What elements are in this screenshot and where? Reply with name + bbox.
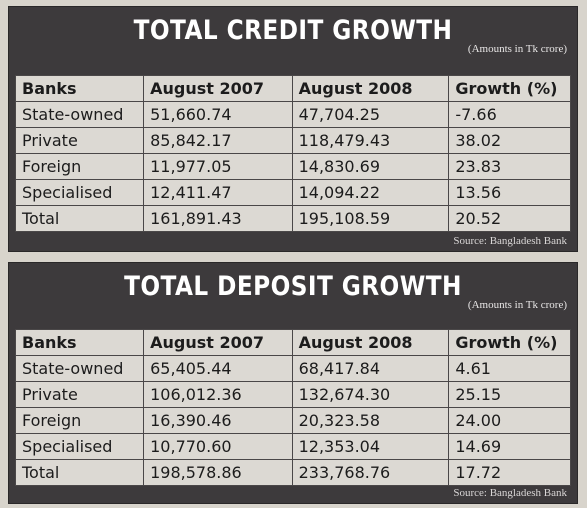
table-row: Total 161,891.43 195,108.59 20.52 (14, 205, 571, 232)
aug-2008-cell: 20,323.58 (291, 407, 450, 434)
bank-name-cell: Foreign (14, 153, 145, 180)
deposit-header-growth: Growth (%) (448, 329, 571, 356)
credit-header-aug-2008: August 2008 (291, 75, 450, 102)
bank-name-cell: Foreign (14, 407, 145, 434)
bank-name-cell: Total (14, 205, 145, 232)
deposit-title: TOTAL DEPOSIT GROWTH (124, 271, 462, 302)
aug-2007-cell: 51,660.74 (143, 101, 293, 128)
aug-2007-cell: 161,891.43 (143, 205, 293, 232)
table-row: State-owned 51,660.74 47,704.25 -7.66 (14, 101, 571, 128)
deposit-growth-panel: TOTAL DEPOSIT GROWTH (Amounts in Tk cror… (8, 262, 578, 504)
aug-2008-cell: 14,094.22 (291, 179, 450, 206)
deposit-subtitle: (Amounts in Tk crore) (467, 299, 567, 311)
deposit-header-aug-2007: August 2007 (143, 329, 293, 356)
aug-2008-cell: 47,704.25 (291, 101, 450, 128)
aug-2007-cell: 11,977.05 (143, 153, 293, 180)
aug-2007-cell: 106,012.36 (143, 381, 293, 408)
growth-cell: 13.56 (448, 179, 571, 206)
aug-2008-cell: 12,353.04 (291, 433, 450, 460)
table-row: Specialised 12,411.47 14,094.22 13.56 (14, 179, 571, 206)
deposit-table: Banks August 2007 August 2008 Growth (%)… (14, 329, 571, 486)
table-row: Total 198,578.86 233,768.76 17.72 (14, 459, 571, 486)
growth-cell: -7.66 (448, 101, 571, 128)
table-row: State-owned 65,405.44 68,417.84 4.61 (14, 355, 571, 382)
aug-2007-cell: 10,770.60 (143, 433, 293, 460)
growth-cell: 24.00 (448, 407, 571, 434)
deposit-title-bar: TOTAL DEPOSIT GROWTH (Amounts in Tk cror… (9, 263, 577, 313)
deposit-source: Source: Bangladesh Bank (453, 487, 567, 499)
growth-cell: 25.15 (448, 381, 571, 408)
deposit-header-banks: Banks (14, 329, 145, 356)
aug-2008-cell: 68,417.84 (291, 355, 450, 382)
bank-name-cell: Private (14, 127, 145, 154)
bank-name-cell: Private (14, 381, 145, 408)
aug-2007-cell: 12,411.47 (143, 179, 293, 206)
growth-cell: 17.72 (448, 459, 571, 486)
credit-subtitle: (Amounts in Tk crore) (467, 43, 567, 55)
deposit-header-row: Banks August 2007 August 2008 Growth (%) (14, 329, 571, 356)
credit-header-growth: Growth (%) (448, 75, 571, 102)
credit-header-row: Banks August 2007 August 2008 Growth (%) (14, 75, 571, 102)
aug-2008-cell: 118,479.43 (291, 127, 450, 154)
credit-title: TOTAL CREDIT GROWTH (133, 15, 453, 46)
deposit-header-aug-2008: August 2008 (291, 329, 450, 356)
table-row: Foreign 16,390.46 20,323.58 24.00 (14, 407, 571, 434)
growth-cell: 20.52 (448, 205, 571, 232)
table-row: Private 85,842.17 118,479.43 38.02 (14, 127, 571, 154)
aug-2007-cell: 65,405.44 (143, 355, 293, 382)
aug-2008-cell: 14,830.69 (291, 153, 450, 180)
table-row: Private 106,012.36 132,674.30 25.15 (14, 381, 571, 408)
credit-title-bar: TOTAL CREDIT GROWTH (Amounts in Tk crore… (9, 7, 577, 57)
table-row: Specialised 10,770.60 12,353.04 14.69 (14, 433, 571, 460)
credit-header-banks: Banks (14, 75, 145, 102)
credit-growth-panel: TOTAL CREDIT GROWTH (Amounts in Tk crore… (8, 6, 578, 252)
bank-name-cell: State-owned (14, 355, 145, 382)
table-row: Foreign 11,977.05 14,830.69 23.83 (14, 153, 571, 180)
aug-2007-cell: 16,390.46 (143, 407, 293, 434)
bank-name-cell: Total (14, 459, 145, 486)
aug-2008-cell: 195,108.59 (291, 205, 450, 232)
credit-table: Banks August 2007 August 2008 Growth (%)… (14, 75, 571, 232)
bank-name-cell: Specialised (14, 179, 145, 206)
growth-cell: 4.61 (448, 355, 571, 382)
growth-cell: 23.83 (448, 153, 571, 180)
credit-source: Source: Bangladesh Bank (453, 235, 567, 247)
aug-2008-cell: 233,768.76 (291, 459, 450, 486)
aug-2007-cell: 198,578.86 (143, 459, 293, 486)
growth-cell: 14.69 (448, 433, 571, 460)
bank-name-cell: Specialised (14, 433, 145, 460)
bank-name-cell: State-owned (14, 101, 145, 128)
aug-2008-cell: 132,674.30 (291, 381, 450, 408)
aug-2007-cell: 85,842.17 (143, 127, 293, 154)
credit-header-aug-2007: August 2007 (143, 75, 293, 102)
growth-cell: 38.02 (448, 127, 571, 154)
